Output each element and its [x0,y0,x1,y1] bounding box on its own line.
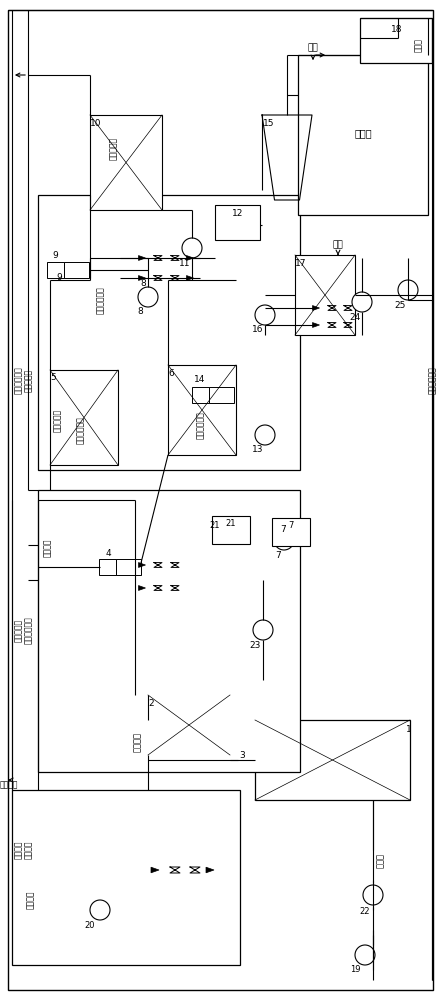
Text: 三段纳滤濃水: 三段纳滤濃水 [428,366,436,394]
Text: 沉降池: 沉降池 [354,128,372,138]
Bar [295,255,355,335]
Circle shape [138,287,158,307]
Circle shape [182,238,202,258]
Text: 7: 7 [280,526,286,534]
Text: 23: 23 [249,641,260,650]
Bar [298,55,428,215]
Polygon shape [206,867,214,873]
Polygon shape [139,256,146,260]
Text: 12: 12 [232,209,244,218]
Text: 9: 9 [56,272,62,282]
Text: 14: 14 [194,375,205,384]
Bar [50,370,118,465]
Bar [192,387,209,403]
Bar [212,516,250,544]
Bar [255,720,410,800]
Text: 7: 7 [275,550,281,560]
Text: 15: 15 [263,118,275,127]
Bar [215,205,260,240]
Bar [148,695,230,755]
Text: 19: 19 [350,966,360,974]
Text: 21: 21 [210,520,220,530]
Text: 5: 5 [50,373,56,382]
Text: 8: 8 [137,308,143,316]
Text: 13: 13 [252,446,264,454]
Text: 反渗透浓水: 反渗透浓水 [52,408,62,432]
Text: 3: 3 [239,750,245,760]
Bar [90,115,162,210]
Text: 20: 20 [85,922,95,930]
Circle shape [398,280,418,300]
Polygon shape [187,276,194,280]
Bar [360,18,432,63]
Circle shape [253,620,273,640]
Polygon shape [187,256,194,260]
Bar [99,559,116,575]
Text: 7: 7 [288,520,293,530]
Text: 16: 16 [252,326,264,334]
Text: 超滤产水: 超滤产水 [14,841,22,859]
Text: 8: 8 [140,279,146,288]
Text: 1: 1 [406,726,412,734]
Text: 11: 11 [179,258,191,267]
Text: 超滤系统: 超滤系统 [23,841,33,859]
Text: 一段纳滤濃水: 一段纳滤濃水 [76,416,84,444]
Bar [116,559,141,575]
Text: 21: 21 [226,518,236,528]
Text: 反渗透产水: 反渗透产水 [23,368,33,392]
Text: 超滤产水: 超滤产水 [132,732,142,752]
Bar [168,365,236,455]
Bar [64,262,89,278]
Bar [12,790,240,965]
Polygon shape [139,276,146,280]
Polygon shape [139,586,146,590]
Text: 22: 22 [360,908,370,916]
Text: 晶种: 晶种 [308,43,319,52]
Bar [38,195,300,470]
Text: 17: 17 [295,258,307,267]
Circle shape [274,530,294,550]
Text: 超滤系统: 超滤系统 [26,891,34,909]
Polygon shape [312,306,319,310]
Text: 25: 25 [394,300,406,310]
Text: 9: 9 [52,250,58,259]
Text: 超滤浓水: 超滤浓水 [43,539,51,557]
Text: 晶种: 晶种 [333,240,343,249]
Text: 2: 2 [148,698,154,708]
Circle shape [90,900,110,920]
Bar [38,490,300,772]
Circle shape [363,885,383,905]
Text: 反渗透产水: 反渗透产水 [109,136,117,160]
Circle shape [355,945,375,965]
Text: 反渗透浓水: 反渗透浓水 [14,618,22,642]
Bar [209,387,234,403]
Text: 18: 18 [391,25,403,34]
Circle shape [255,305,275,325]
Circle shape [238,728,258,748]
Circle shape [255,425,275,445]
Text: 原海水: 原海水 [375,852,385,867]
Text: 10: 10 [90,118,102,127]
Text: 浓盐水: 浓盐水 [414,38,422,52]
Text: 24: 24 [349,312,361,322]
Text: 二段纳滤濃水: 二段纳滤濃水 [195,411,205,439]
Text: 6: 6 [168,368,174,377]
Bar [47,262,64,278]
Circle shape [352,292,372,312]
Text: 三段纳滤产水: 三段纳滤产水 [14,366,22,394]
Bar [272,518,310,546]
Polygon shape [312,323,319,327]
Text: 一段纳滤濃水: 一段纳滤濃水 [23,616,33,644]
Polygon shape [151,867,159,873]
Text: 超滤浓水: 超滤浓水 [0,780,18,790]
Text: 4: 4 [105,548,111,558]
Text: 二段纳滤濃水: 二段纳滤濃水 [95,286,105,314]
Polygon shape [139,563,146,567]
